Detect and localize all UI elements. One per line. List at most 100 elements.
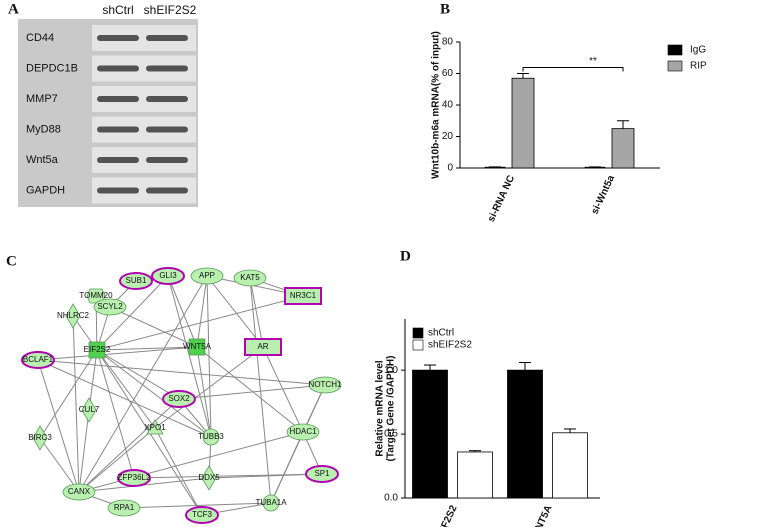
- network-edge: [72, 315, 80, 493]
- band: [146, 96, 188, 102]
- row-label: CD44: [26, 32, 54, 44]
- network-node: [88, 341, 106, 359]
- network-node: [185, 506, 219, 524]
- error-bar: [617, 120, 629, 129]
- network-node: [286, 423, 320, 441]
- network-edge: [78, 409, 90, 493]
- network-edge: [154, 427, 203, 516]
- node-label: CANX: [68, 487, 91, 496]
- y-axis-label: Wnt10b-m6a mRNA(% of input): [431, 31, 442, 179]
- y-tick-label: 0: [447, 163, 453, 174]
- network-edge: [96, 349, 135, 479]
- node-label: BCLAF1: [23, 355, 54, 364]
- band: [146, 35, 188, 41]
- bar: [552, 432, 588, 499]
- network-node: [107, 499, 141, 517]
- node-label: GLI3: [159, 271, 177, 280]
- column-label: shCtrl: [102, 3, 133, 17]
- node-label: TUBA1A: [255, 498, 287, 507]
- bar: [511, 77, 535, 169]
- network-edge: [37, 359, 326, 386]
- network-edge: [249, 277, 272, 504]
- error-bar: [469, 450, 481, 452]
- network-edge: [78, 427, 156, 493]
- network-edge: [109, 306, 198, 348]
- band: [146, 187, 188, 194]
- band: [146, 157, 188, 163]
- node-label: WNT5A: [183, 342, 212, 351]
- y-tick-label: 80: [442, 37, 454, 48]
- network-node: [146, 419, 164, 435]
- panel-label: A: [8, 1, 19, 17]
- x-tick-label: WNT5A: [530, 504, 555, 527]
- panel-label: D: [400, 248, 411, 264]
- network-edge: [37, 346, 198, 361]
- node-label: APP: [199, 271, 215, 280]
- node-label: NHLRC2: [57, 311, 90, 320]
- node-label: EIF2S2: [84, 345, 111, 354]
- node-label: XPO1: [144, 423, 166, 432]
- network-node: [262, 494, 280, 512]
- network-edge: [37, 359, 212, 438]
- error-bar: [564, 428, 576, 433]
- network-edge: [39, 437, 80, 493]
- bar: [611, 128, 635, 169]
- column-label: shEIF2S2: [144, 3, 197, 17]
- network-edge: [123, 502, 272, 509]
- bar: [457, 451, 493, 499]
- y-axis-label: (Target Gene /GAPDH): [386, 356, 397, 462]
- network-node: [201, 465, 217, 491]
- band: [146, 126, 188, 133]
- bar: [412, 369, 448, 499]
- node-label: ZFP36L2: [118, 473, 151, 482]
- y-tick-label: 1.0: [384, 365, 398, 376]
- network-node: [308, 376, 342, 394]
- network-edge: [78, 275, 208, 493]
- network-node: [21, 351, 55, 369]
- network-node: [188, 338, 206, 356]
- network-edge: [249, 277, 264, 348]
- node-label: SOX2: [168, 394, 190, 403]
- network-node: [284, 287, 322, 305]
- significance-bracket: [522, 67, 624, 72]
- node-label: TUBB3: [198, 432, 224, 441]
- network-node: [65, 303, 81, 329]
- row-label: DEPDC1B: [26, 62, 78, 74]
- error-bar: [519, 361, 531, 371]
- network-node: [305, 465, 339, 483]
- row-label: MyD88: [26, 123, 61, 135]
- row-label: MMP7: [26, 93, 58, 105]
- network-edge: [96, 349, 156, 429]
- network-edge: [178, 384, 326, 400]
- network-edge: [154, 346, 264, 429]
- node-label: CUL7: [79, 405, 100, 414]
- band: [146, 65, 188, 72]
- y-tick-label: 60: [442, 68, 454, 79]
- legend-swatch: [667, 44, 683, 56]
- network-edge: [133, 473, 323, 479]
- node-label: NR3C1: [290, 291, 317, 300]
- network-node: [62, 483, 96, 501]
- network-edge: [262, 346, 304, 433]
- band: [97, 35, 139, 41]
- node-label: BIRC3: [28, 433, 52, 442]
- network-node: [202, 428, 220, 446]
- node-label: TOMM20: [79, 291, 113, 300]
- panel-label: B: [440, 1, 450, 17]
- y-tick-label: 0.0: [384, 493, 398, 504]
- node-label: TCF3: [192, 510, 213, 519]
- node-label: HDAC1: [289, 427, 317, 436]
- band: [97, 157, 139, 163]
- x-tick-label: si-Wnt5a: [590, 173, 618, 216]
- network-edge: [167, 275, 198, 348]
- y-tick-label: 20: [442, 131, 454, 142]
- network-edge: [78, 398, 180, 493]
- network-node: [190, 267, 224, 285]
- network-edge: [196, 346, 212, 438]
- band: [97, 187, 139, 194]
- network-edge: [96, 346, 198, 351]
- network-node: [32, 425, 48, 451]
- band: [97, 126, 139, 133]
- network-edge: [270, 384, 326, 504]
